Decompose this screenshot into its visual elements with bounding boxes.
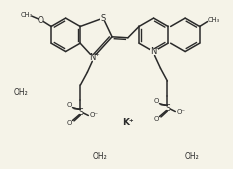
Bar xyxy=(89,54,97,60)
Bar xyxy=(100,15,107,21)
Text: CH₃: CH₃ xyxy=(208,17,220,23)
Text: N: N xyxy=(150,47,157,56)
Text: O: O xyxy=(154,116,159,122)
Text: O: O xyxy=(38,16,44,25)
Text: OH₂: OH₂ xyxy=(93,152,108,161)
Text: +: + xyxy=(95,52,99,57)
Text: N: N xyxy=(89,53,96,62)
Bar xyxy=(39,18,43,22)
Bar xyxy=(165,106,170,110)
Text: K⁺: K⁺ xyxy=(122,118,134,127)
Text: OH₂: OH₂ xyxy=(185,152,199,161)
Bar xyxy=(150,49,158,54)
Text: OH₂: OH₂ xyxy=(14,88,28,97)
Text: S: S xyxy=(165,104,170,113)
Text: CH₃: CH₃ xyxy=(21,12,33,18)
Text: O⁻: O⁻ xyxy=(177,108,186,115)
Text: O: O xyxy=(67,102,72,108)
Text: O: O xyxy=(67,120,72,126)
Text: S: S xyxy=(78,108,83,117)
Text: O: O xyxy=(154,98,159,104)
Text: S: S xyxy=(100,14,106,23)
Text: O⁻: O⁻ xyxy=(90,113,99,118)
Bar xyxy=(78,110,83,114)
